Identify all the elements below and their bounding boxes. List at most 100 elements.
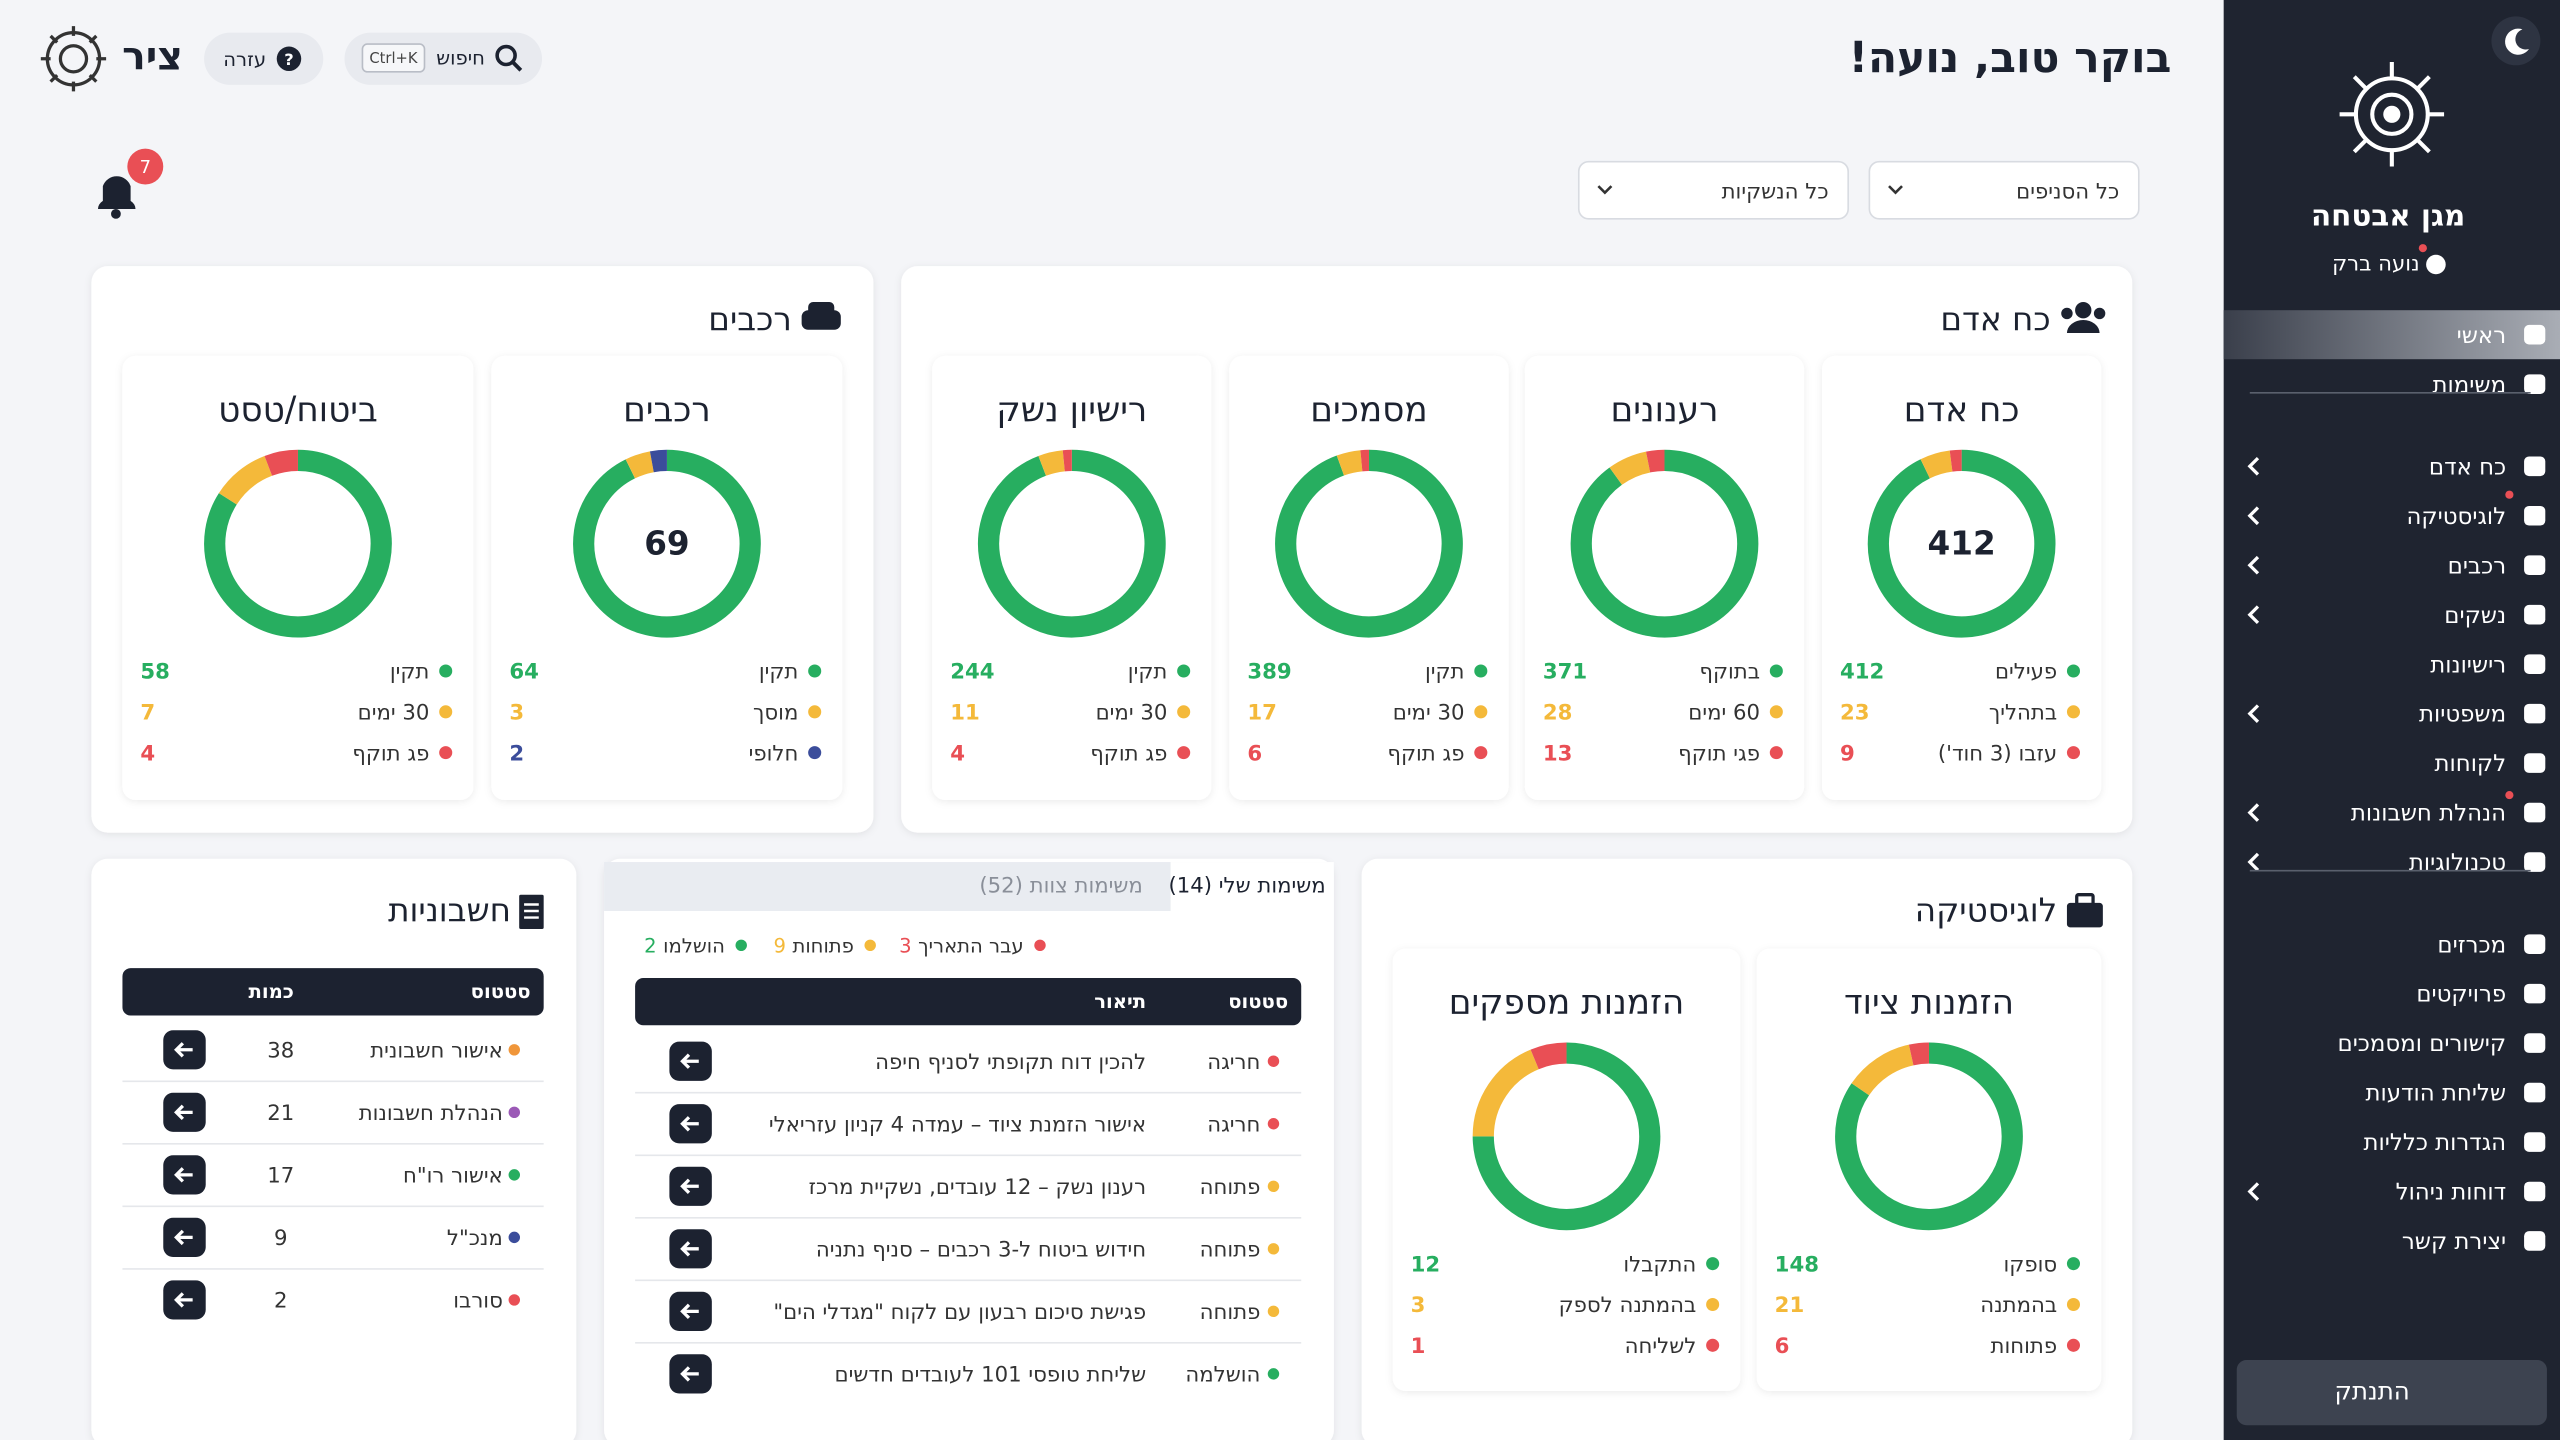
arrow-icon xyxy=(174,1167,193,1183)
menu-hit[interactable] xyxy=(2224,739,2560,788)
menu-item: נשקים xyxy=(2444,603,2506,629)
legend-dot xyxy=(808,664,822,678)
legend-dot xyxy=(2066,1338,2080,1352)
branch-filter[interactable] xyxy=(1868,160,2140,220)
status-dot xyxy=(508,1106,520,1119)
menu-hit[interactable] xyxy=(2224,640,2560,689)
status: פתוחה xyxy=(1200,1237,1261,1262)
status-dot xyxy=(1267,1368,1280,1380)
center-value: 412 xyxy=(1928,524,1996,562)
menu-item: מכרזים xyxy=(2437,932,2506,958)
brand-name: מגן אבטחה xyxy=(2311,199,2465,233)
status-dot xyxy=(508,1294,520,1306)
legend-label: תקין xyxy=(390,660,430,685)
status: אישור חשבונית xyxy=(370,1038,503,1063)
menu-item: הגדרות כלליות xyxy=(2364,1130,2507,1156)
legend-dot xyxy=(1034,939,1046,952)
active-tab[interactable] xyxy=(1170,862,1334,912)
legend-value: 7 xyxy=(140,700,155,725)
legend-dot xyxy=(1474,746,1488,760)
description: חידוש ביטוח ל-3 רכבים – סניף נתניה xyxy=(816,1237,1146,1262)
status-dot xyxy=(508,1231,520,1244)
menu-hit[interactable] xyxy=(2224,442,2560,491)
column-header: תיאור xyxy=(1094,990,1146,1013)
arrow-icon xyxy=(680,1053,699,1069)
menu-hit[interactable] xyxy=(2224,1216,2560,1265)
legend-label: פג תוקף xyxy=(352,741,429,766)
legend-dot xyxy=(808,705,822,719)
legend-value: 28 xyxy=(1543,700,1573,725)
legend-value: 148 xyxy=(1775,1252,1819,1277)
arrow-icon xyxy=(174,1104,193,1121)
help-icon: ? xyxy=(284,50,293,69)
legend-dot xyxy=(1706,1297,1720,1312)
legend-label: בתוקף xyxy=(1699,660,1760,685)
chart-title: רישיון נשק xyxy=(996,390,1147,430)
menu-icon xyxy=(2524,555,2546,576)
donut-segment xyxy=(264,449,299,476)
logout-button[interactable] xyxy=(2236,1360,2547,1426)
legend-label: תקין xyxy=(1425,660,1465,685)
menu-hit[interactable] xyxy=(2224,838,2560,887)
chevron-icon xyxy=(1597,185,1613,195)
donut-segment xyxy=(1867,449,2056,638)
menu-hit[interactable] xyxy=(2224,969,2560,1018)
status: אישור רו"ח xyxy=(403,1163,503,1188)
chevron-icon xyxy=(2247,803,2260,822)
donut-segment xyxy=(1908,1042,1930,1066)
menu-item: טכנולוגיות xyxy=(2409,850,2506,876)
chevron-icon xyxy=(2247,605,2260,625)
donut-segment xyxy=(1949,449,1962,472)
legend-label: מוסך xyxy=(753,700,798,725)
menu-hit[interactable] xyxy=(2224,1167,2560,1216)
legend-dot xyxy=(2066,705,2080,719)
menu-icon xyxy=(2524,1181,2546,1202)
help-label: עזרה xyxy=(223,48,266,71)
notifications[interactable]: 7 xyxy=(97,148,164,219)
menu-hit[interactable] xyxy=(2224,360,2560,409)
legend-value: 3 xyxy=(1411,1293,1426,1318)
status: חריגה xyxy=(1207,1112,1260,1137)
count: 9 xyxy=(274,1226,288,1251)
legend-dot xyxy=(2066,746,2080,760)
legend-dot xyxy=(864,939,876,952)
menu-item: כח אדם xyxy=(2429,454,2506,480)
chart-card xyxy=(1756,948,2102,1392)
panel-title: רכבים xyxy=(708,301,792,339)
help-button[interactable] xyxy=(204,32,324,85)
search-label: חיפוש xyxy=(436,46,485,69)
legend-dot xyxy=(735,939,747,952)
tab-hit[interactable] xyxy=(963,862,1159,911)
chevron-icon xyxy=(2247,852,2260,872)
legend-label: תקין xyxy=(1128,660,1168,685)
panel-title: חשבוניות xyxy=(388,892,511,930)
chart-card xyxy=(122,355,474,800)
moon-icon xyxy=(2505,28,2529,55)
legend-dot xyxy=(1769,746,1783,760)
legend-label: פתוחות xyxy=(792,934,853,957)
donut-segment xyxy=(625,451,655,479)
legend-label: בהמתנה xyxy=(1980,1293,2057,1318)
menu-item: משימות xyxy=(2433,372,2507,398)
menu-hit[interactable] xyxy=(2224,541,2560,590)
menu-hit[interactable] xyxy=(2224,310,2560,359)
menu-hit[interactable] xyxy=(2224,590,2560,639)
legend-label: התקבלו xyxy=(1623,1252,1696,1277)
menu-hit[interactable] xyxy=(2224,920,2560,969)
menu-icon xyxy=(2524,1033,2546,1053)
bell-icon xyxy=(111,208,121,219)
search-icon xyxy=(511,60,523,72)
chevron-icon xyxy=(2247,555,2260,575)
theme-toggle[interactable] xyxy=(2491,16,2541,66)
legend-label: פג תוקף xyxy=(1090,741,1167,766)
legend-value: 6 xyxy=(1247,741,1262,766)
menu-icon xyxy=(2524,324,2546,345)
status: הושלמה xyxy=(1185,1363,1260,1388)
armory-filter[interactable] xyxy=(1577,160,1849,220)
menu-icon xyxy=(2524,934,2546,954)
chart-card xyxy=(1822,355,2102,800)
menu-hit[interactable] xyxy=(2224,689,2560,738)
sidebar-logo xyxy=(2339,62,2445,167)
chevron-icon xyxy=(2247,506,2260,526)
